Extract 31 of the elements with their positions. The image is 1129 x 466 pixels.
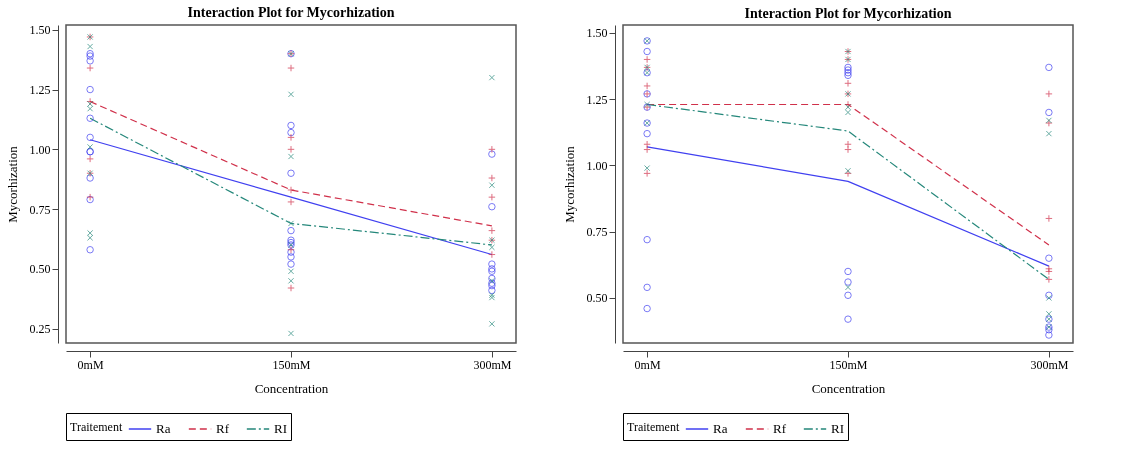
chart-title: Interaction Plot for Mycorhization — [187, 4, 395, 20]
y-axis-title: Mycorhization — [561, 145, 577, 223]
x-tick-label: 0mM — [77, 357, 104, 372]
legend-label: Ra — [713, 421, 728, 436]
x-axis-title: Concentration — [811, 380, 886, 396]
x-tick-label: 300mM — [473, 357, 512, 372]
y-axis-title: Mycorhization — [4, 145, 20, 223]
y-tick-label: 1.25 — [586, 92, 608, 107]
y-tick-label: 0.25 — [29, 322, 51, 337]
legend-label: Rf — [773, 421, 787, 436]
y-tick-label: 0.75 — [29, 202, 51, 217]
y-tick-label: 0.50 — [586, 291, 608, 306]
legend-label: RI — [831, 421, 844, 436]
y-tick-label: 1.25 — [29, 83, 51, 98]
x-axis-title: Concentration — [254, 380, 329, 396]
legend-label: Rf — [216, 421, 230, 436]
x-tick-label: 150mM — [829, 357, 868, 372]
chart-title: Interaction Plot for Mycorhization — [744, 6, 952, 21]
x-tick-label: 300mM — [1030, 357, 1069, 372]
legend-title: Traitement — [70, 420, 123, 434]
y-tick-label: 0.75 — [586, 225, 608, 240]
y-tick-label: 1.00 — [586, 158, 608, 173]
x-tick-label: 150mM — [272, 357, 311, 372]
x-tick-label: 0mM — [634, 357, 661, 372]
legend-title: Traitement — [627, 420, 680, 434]
legend-label: RI — [274, 421, 287, 436]
y-tick-label: 1.50 — [29, 23, 51, 38]
y-tick-label: 1.50 — [586, 26, 608, 41]
y-tick-label: 1.00 — [29, 142, 51, 157]
y-tick-label: 0.50 — [29, 262, 51, 277]
legend-label: Ra — [156, 421, 171, 436]
